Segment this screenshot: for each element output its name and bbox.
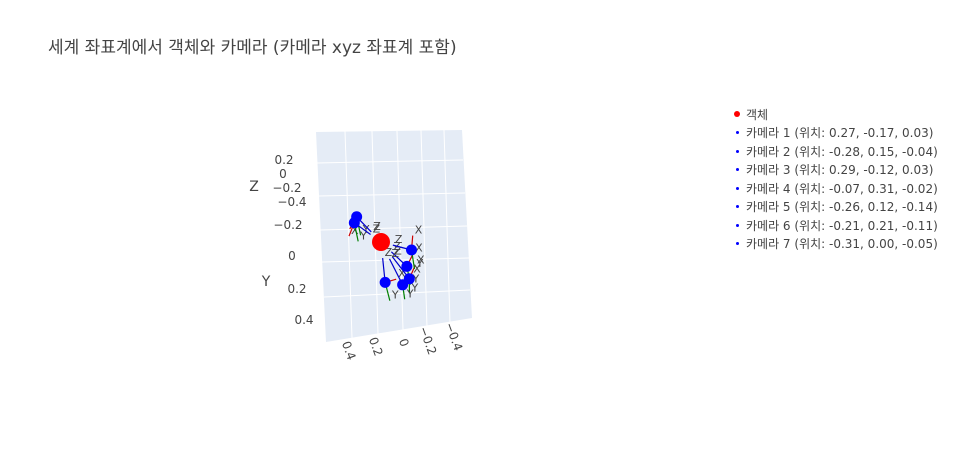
camera-5-axis-z-label: Z <box>394 245 402 258</box>
legend-label: 카메라 6 (위치: -0.21, 0.21, -0.11) <box>746 218 938 233</box>
camera-4-axis-x-label: X <box>398 267 406 280</box>
legend-label: 카메라 4 (위치: -0.07, 0.31, -0.02) <box>746 181 938 196</box>
legend-item[interactable]: 카메라 5 (위치: -0.26, 0.12, -0.14) <box>722 198 938 217</box>
camera-3-axis-z-label: Z <box>373 222 381 235</box>
object-point[interactable] <box>372 233 390 251</box>
camera-5-axis-x-label: X <box>417 254 425 267</box>
legend-camera-marker <box>722 205 752 209</box>
z-tick-label: 0.2 <box>274 153 293 167</box>
camera-7-axis-y-label: Y <box>416 257 424 270</box>
legend-label: 카메라 3 (위치: 0.29, -0.12, 0.03) <box>746 163 934 178</box>
camera-4-axis-z-label: Z <box>385 246 393 259</box>
y-tick-label: 0 <box>288 249 296 263</box>
z-axis-title: Z <box>249 179 259 195</box>
camera-2-axis-x-label: X <box>415 242 423 255</box>
x-tick-label: −0.2 <box>416 325 439 357</box>
legend-camera-marker <box>722 242 752 246</box>
camera-7-axis-z-label: Z <box>395 233 403 246</box>
x-tick-label: 0 <box>396 337 412 349</box>
camera-5-axis-y-label: Y <box>410 281 418 294</box>
x-tick-label: −0.4 <box>442 321 465 353</box>
legend-item[interactable]: 카메라 6 (위치: -0.21, 0.21, -0.11) <box>722 216 938 235</box>
legend-camera-marker <box>722 186 752 190</box>
scene-backplane <box>316 130 472 342</box>
camera-6-axis-z-label: Z <box>392 247 400 260</box>
camera-3-axis-y-label: Y <box>359 229 367 242</box>
legend-item[interactable]: 객체 <box>722 105 938 124</box>
legend-label: 카메라 2 (위치: -0.28, 0.15, -0.04) <box>746 144 938 159</box>
legend-camera-marker <box>722 149 752 153</box>
scene-grid <box>316 129 471 339</box>
camera-6-point[interactable] <box>397 279 409 291</box>
x-tick-label: 0.2 <box>366 335 386 358</box>
camera-3-axis-x-label: X <box>351 224 359 237</box>
legend-label: 카메라 5 (위치: -0.26, 0.12, -0.14) <box>746 200 938 215</box>
y-tick-label: 0.2 <box>287 282 306 296</box>
legend-item[interactable]: 카메라 4 (위치: -0.07, 0.31, -0.02) <box>722 179 938 198</box>
camera-6-axis-y-label: Y <box>406 287 414 300</box>
camera-6-axis-x-label: X <box>413 263 421 276</box>
legend-label: 객체 <box>746 107 769 122</box>
z-tick-label: −0.2 <box>272 181 301 195</box>
legend-label: 카메라 1 (위치: 0.27, -0.17, 0.03) <box>746 126 934 141</box>
camera-3-point[interactable] <box>348 217 360 229</box>
camera-4-axis-y-label: Y <box>391 289 399 302</box>
camera-1-axis-z-label: Z <box>373 220 381 233</box>
camera-2-axis-y-label: Y <box>411 273 419 286</box>
chart-title: 세계 좌표계에서 객체와 카메라 (카메라 xyz 좌표계 포함) <box>48 38 457 58</box>
camera-7-axis-x-label: X <box>415 224 423 237</box>
camera-1-axis-y-label: Y <box>362 223 370 236</box>
camera-4-point[interactable] <box>379 276 391 288</box>
legend-label: 카메라 7 (위치: -0.31, 0.00, -0.05) <box>746 237 938 252</box>
legend-object-marker <box>722 111 752 118</box>
z-tick-label: 0 <box>279 167 287 181</box>
legend-item[interactable]: 카메라 7 (위치: -0.31, 0.00, -0.05) <box>722 235 938 254</box>
camera-7-point[interactable] <box>406 244 418 256</box>
z-tick-label: −0.4 <box>277 195 306 209</box>
legend-item[interactable]: 카메라 1 (위치: 0.27, -0.17, 0.03) <box>722 124 938 143</box>
legend-camera-marker <box>722 223 752 227</box>
legend-camera-marker <box>722 131 752 135</box>
legend-item[interactable]: 카메라 2 (위치: -0.28, 0.15, -0.04) <box>722 142 938 161</box>
legend-camera-marker <box>722 168 752 172</box>
y-tick-label: 0.4 <box>294 313 313 327</box>
y-tick-label: −0.2 <box>273 218 302 232</box>
camera-2-point[interactable] <box>401 260 413 272</box>
legend-item[interactable]: 카메라 3 (위치: 0.29, -0.12, 0.03) <box>722 161 938 180</box>
x-tick-label: 0.4 <box>339 339 359 362</box>
y-axis-title: Y <box>261 274 271 290</box>
marks-layer: XYZXYZXYZXYZXYZXYZXYZ <box>348 211 425 302</box>
